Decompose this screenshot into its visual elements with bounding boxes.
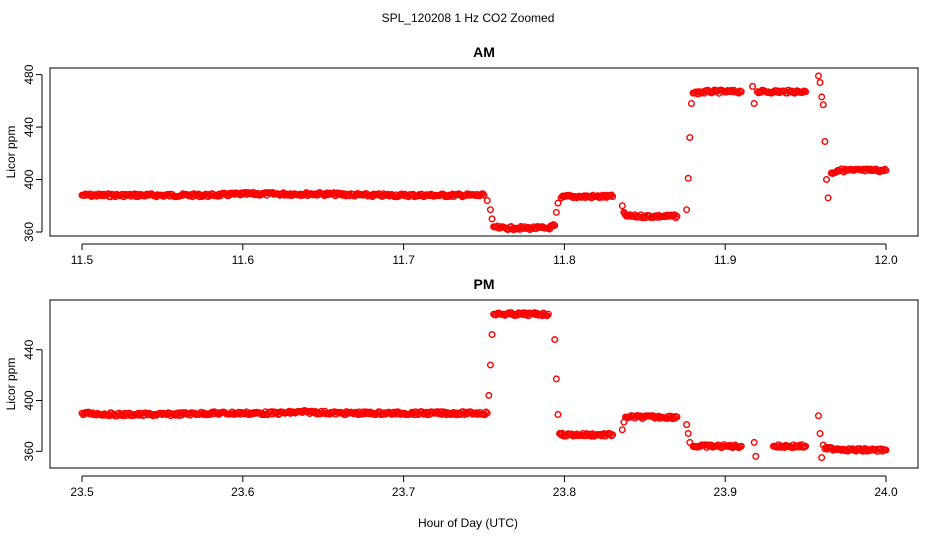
- panel-am-points: [78, 72, 890, 234]
- panel-am-y-tick-label: 400: [22, 169, 36, 189]
- panel-am-data-point: [882, 166, 890, 174]
- panel-pm-data-point: [802, 442, 810, 450]
- panel-pm-data-point: [814, 412, 822, 420]
- panel-am-data-point: [295, 191, 303, 199]
- panel-pm-y-tick-label: 360: [22, 441, 36, 461]
- panel-pm-data-point: [609, 431, 617, 439]
- panel-am-data-point: [618, 202, 626, 210]
- panel-am-plot-frame: [49, 67, 919, 237]
- panel-pm-points: [78, 309, 890, 462]
- panel-pm-data-point: [552, 375, 560, 383]
- panel-am-y-axis-label: Licor ppm: [4, 126, 18, 179]
- panel-pm-data-point: [229, 410, 237, 418]
- panel-pm-data-point: [202, 410, 210, 418]
- panel-am-data-point: [554, 199, 562, 207]
- panel-pm-data-point: [485, 391, 493, 399]
- panel-am-data-point: [686, 134, 694, 142]
- panel-pm-data-point: [483, 409, 491, 417]
- panel-pm-data-point: [684, 430, 692, 438]
- panel-am-x-axis: 11.5 11.6 11.7 11.8 11.9 12.0: [71, 243, 898, 267]
- panel-pm-data-point: [607, 432, 615, 440]
- panel-pm-x-axis: 23.5 23.6 23.7 23.8 23.9 24.0: [70, 475, 898, 499]
- panel-pm-data-point: [544, 310, 552, 318]
- panel-am: AM Licor ppm 11.5 11.6 11.7 11.8 11.9 12.0 36…: [4, 44, 919, 267]
- panel-pm-x-tick-label: 23.9: [714, 485, 738, 499]
- panel-pm-data-point: [816, 430, 824, 438]
- figure-title: SPL_120208 1 Hz CO2 Zoomed: [382, 11, 555, 25]
- panel-pm-data-point: [486, 361, 494, 369]
- panel-am-x-tick-label: 12.0: [874, 253, 898, 267]
- panel-pm-y-tick-label: 400: [22, 390, 36, 410]
- panel-am-x-tick-label: 11.9: [714, 253, 737, 267]
- panel-am-x-tick-label: 11.8: [553, 253, 576, 267]
- panel-pm-data-point: [752, 452, 760, 460]
- panel-am-data-point: [819, 101, 827, 109]
- x-axis-label: Hour of Day (UTC): [418, 516, 518, 530]
- panel-am-data-point: [551, 221, 559, 229]
- panel-am-data-point: [821, 138, 829, 146]
- panel-am-data-point: [488, 215, 496, 223]
- panel-am-x-tick-label: 11.7: [392, 253, 415, 267]
- panel-pm-data-point: [143, 410, 151, 418]
- panel-pm-y-tick-label: 440: [22, 339, 36, 359]
- panel-am-data-point: [881, 165, 889, 173]
- panel-am-data-point: [480, 191, 488, 199]
- panel-pm-data-point: [554, 410, 562, 418]
- panel-am-y-axis: 360 400 440 480: [22, 64, 43, 242]
- panel-pm-data-point: [618, 426, 626, 434]
- panel-am-data-point: [818, 93, 826, 101]
- panel-pm-data-point: [750, 438, 758, 446]
- panel-am-data-point: [687, 99, 695, 107]
- panel-am-title: AM: [473, 44, 495, 60]
- panel-am-data-point: [486, 206, 494, 214]
- panel-am-data-point: [816, 78, 824, 86]
- panel-am-data-point: [609, 193, 617, 201]
- panel-am-data-point: [483, 197, 491, 205]
- panel-am-data-point: [823, 176, 831, 184]
- panel-pm-x-tick-label: 23.8: [553, 485, 577, 499]
- panel-am-data-point: [824, 194, 832, 202]
- panel-am-y-tick-label: 440: [22, 117, 36, 137]
- panel-am-data-point: [749, 82, 757, 90]
- panel-pm-x-tick-label: 23.5: [70, 485, 94, 499]
- panel-pm-plot-frame: [49, 299, 919, 469]
- panel-am-data-point: [684, 174, 692, 182]
- panel-pm-x-tick-label: 23.7: [392, 485, 416, 499]
- panel-pm-data-point: [551, 336, 559, 344]
- panel-am-data-point: [802, 88, 810, 96]
- panel-pm-data-point: [818, 454, 826, 462]
- panel-pm-x-tick-label: 24.0: [874, 485, 898, 499]
- panel-am-data-point: [814, 72, 822, 80]
- panel-am-data-point: [472, 191, 480, 199]
- panel-pm-data-point: [683, 421, 691, 429]
- panel-pm-y-axis-label: Licor ppm: [4, 358, 18, 411]
- panel-am-y-tick-label: 480: [22, 64, 36, 84]
- panel-pm-data-point: [482, 408, 490, 416]
- panel-pm: PM Licor ppm 23.5 23.6 23.7 23.8 23.9 24.0 36…: [4, 276, 919, 499]
- panel-am-data-point: [552, 208, 560, 216]
- panel-pm-data-point: [882, 446, 890, 454]
- panel-pm-data-point: [737, 442, 745, 450]
- panel-am-data-point: [683, 206, 691, 214]
- panel-pm-data-point: [543, 312, 551, 320]
- panel-am-x-tick-label: 11.6: [232, 253, 255, 267]
- panel-am-x-tick-label: 11.5: [71, 253, 94, 267]
- panel-am-data-point: [750, 99, 758, 107]
- panel-am-y-tick-label: 360: [22, 222, 36, 242]
- panel-pm-x-tick-label: 23.6: [231, 485, 255, 499]
- panel-am-data-point: [672, 214, 680, 222]
- panel-pm-title: PM: [474, 276, 495, 292]
- panel-am-data-point: [737, 88, 745, 96]
- panel-am-data-point: [673, 212, 681, 220]
- panel-pm-y-axis: 360 400 440: [22, 339, 43, 461]
- panel-pm-data-point: [488, 330, 496, 338]
- panel-pm-data-point: [673, 413, 681, 421]
